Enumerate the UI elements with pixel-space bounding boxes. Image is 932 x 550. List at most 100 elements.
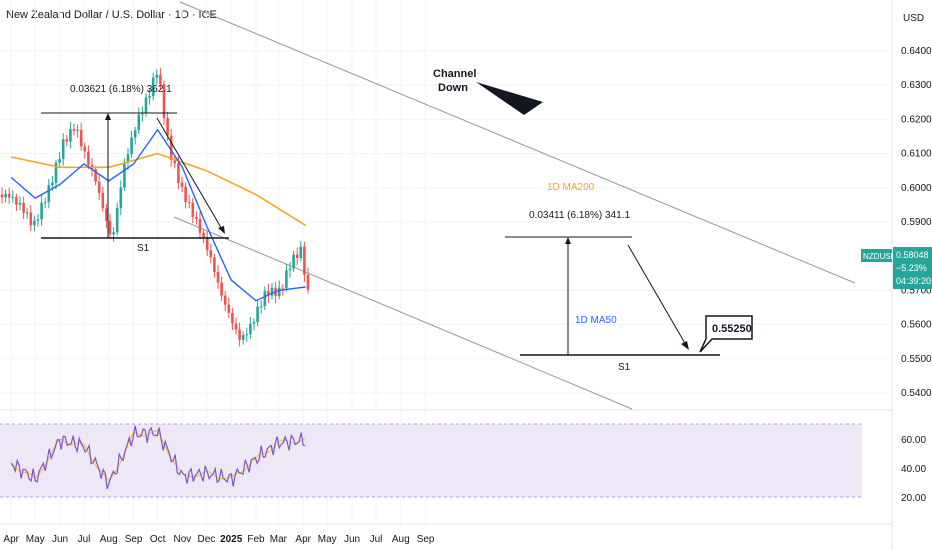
- candle-body: [18, 202, 22, 205]
- candle-body: [173, 159, 177, 164]
- price-tick-label: 0.54000: [901, 388, 932, 399]
- candle-body: [227, 304, 231, 313]
- candle-body: [83, 146, 87, 152]
- candle-body: [130, 137, 133, 155]
- candle-body: [299, 246, 303, 258]
- projection-left-arrowhead: [218, 226, 225, 234]
- measure-left-arrowhead: [105, 113, 111, 120]
- candle-body: [115, 208, 119, 233]
- time-tick-label: 2025: [220, 534, 243, 545]
- candle-body: [105, 208, 108, 221]
- candle-body: [4, 193, 7, 198]
- candle-body: [0, 194, 4, 198]
- candle-body: [292, 254, 295, 269]
- rsi-tick-label: 20.00: [901, 493, 926, 504]
- measure-right-label: 0.03411 (6.18%) 341.1: [529, 210, 630, 221]
- candle-body: [270, 287, 274, 296]
- candle-body: [54, 162, 58, 183]
- projection-right-arrowhead: [681, 341, 689, 350]
- currency-label: USD: [903, 13, 924, 24]
- rsi-axis[interactable]: 60.00 40.00 20.00: [901, 435, 926, 504]
- candle-body: [141, 112, 144, 115]
- price-badge-countdown: 04:39:20: [896, 276, 931, 286]
- candle-body: [263, 291, 267, 307]
- candle-body: [7, 193, 11, 198]
- projection-left-line: [156, 117, 224, 232]
- candle-body: [25, 212, 29, 214]
- price-badge-change: −5.23%: [896, 263, 927, 273]
- target-callout: [699, 315, 753, 353]
- projection-right-line: [627, 244, 687, 346]
- time-axis[interactable]: Apr May Jun Jul Aug Sep Oct Nov Dec 2025 Feb Mar Apr…: [3, 534, 435, 545]
- candle-body: [101, 192, 105, 209]
- channel-arrow-icon: [476, 82, 543, 115]
- time-tick-label: Jul: [370, 534, 383, 545]
- price-candles: [0, 67, 310, 347]
- candle-body: [123, 162, 126, 188]
- candle-body: [133, 130, 137, 138]
- candle-body: [285, 270, 288, 289]
- time-tick-label: Mar: [270, 534, 288, 545]
- time-tick-label: Apr: [295, 534, 311, 545]
- candle-body: [288, 268, 292, 271]
- candle-body: [306, 274, 310, 290]
- candle-body: [112, 232, 115, 235]
- candle-body: [97, 181, 101, 193]
- rsi-band: [0, 424, 862, 497]
- candle-body: [259, 306, 263, 308]
- candle-body: [166, 118, 169, 136]
- candle-body: [162, 84, 166, 119]
- channel-upper-line: [179, 1, 856, 284]
- candle-body: [108, 220, 112, 235]
- candle-body: [295, 254, 299, 258]
- candle-body: [61, 139, 65, 159]
- candle-body: [216, 271, 220, 283]
- rsi-tick-label: 40.00: [901, 464, 926, 475]
- candle-body: [69, 129, 72, 142]
- time-tick-label: Aug: [100, 534, 118, 545]
- candle-body: [40, 202, 43, 220]
- candle-body: [94, 169, 97, 182]
- candle-body: [249, 323, 252, 335]
- ma200-line: [11, 152, 307, 227]
- candle-body: [126, 154, 130, 163]
- support-right-label: S1: [618, 362, 631, 373]
- ma50-line: [10, 128, 306, 302]
- symbol-badge-text: NZDUSD: [863, 252, 897, 261]
- candle-body: [220, 282, 223, 296]
- time-tick-label: Jul: [78, 534, 91, 545]
- candle-body: [151, 77, 155, 97]
- candle-body: [191, 202, 195, 217]
- time-tick-label: Dec: [198, 534, 216, 545]
- candle-body: [76, 129, 79, 131]
- candle-body: [159, 74, 162, 85]
- candle-body: [198, 218, 202, 233]
- candle-body: [256, 306, 259, 322]
- candle-body: [169, 135, 173, 160]
- candle-body: [155, 74, 159, 78]
- candle-body: [58, 158, 61, 163]
- candle-body: [47, 185, 51, 202]
- time-tick-label: Nov: [174, 534, 192, 545]
- chart-title: New Zealand Dollar / U.S. Dollar · 1D · …: [6, 9, 217, 21]
- time-tick-label: Jun: [344, 534, 360, 545]
- candle-body: [15, 196, 18, 205]
- time-tick-label: Jun: [52, 534, 68, 545]
- candle-body: [195, 216, 198, 219]
- time-tick-label: Feb: [247, 534, 265, 545]
- candle-body: [43, 201, 47, 203]
- candle-body: [51, 182, 54, 186]
- measure-right-arrowhead: [565, 237, 571, 244]
- measure-left-label: 0.03621 (6.18%) 362.1: [70, 84, 172, 95]
- candle-body: [11, 196, 15, 198]
- ma200-label: 1D MA200: [547, 182, 595, 193]
- price-badge: [893, 247, 932, 289]
- candle-body: [72, 129, 76, 131]
- candle-body: [209, 250, 213, 258]
